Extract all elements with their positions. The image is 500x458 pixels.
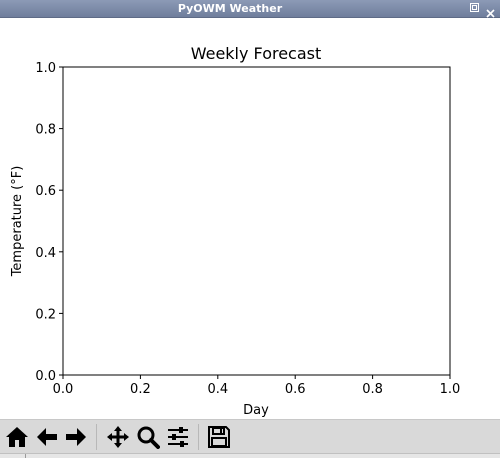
chart: Weekly Forecast 0.0 0.2 0.4 0.6 0.8 1.0 0.00.… (10, 44, 461, 418)
zoom-icon (137, 426, 160, 449)
save-button[interactable] (205, 423, 233, 451)
zoom-button[interactable] (134, 423, 162, 451)
x-tick-label: 0.4 (207, 382, 228, 397)
y-tick-label: 0.0 (35, 369, 56, 384)
navigation-toolbar (0, 419, 500, 454)
save-icon (208, 426, 230, 448)
chart-title: Weekly Forecast (191, 44, 322, 63)
home-icon (6, 427, 28, 447)
forward-button[interactable] (62, 423, 90, 451)
back-button[interactable] (33, 423, 61, 451)
close-icon (486, 9, 495, 18)
back-arrow-icon (37, 428, 57, 446)
y-tick-label: 0.6 (35, 184, 56, 199)
y-tick-label: 1.0 (35, 61, 56, 76)
x-axis-label: Day (243, 403, 269, 418)
maximize-button[interactable] (470, 3, 479, 12)
window-titlebar: PyOWM Weather (0, 0, 500, 18)
configure-subplots-icon (168, 427, 188, 447)
forward-arrow-icon (66, 428, 86, 446)
y-tick-label: 0.8 (35, 123, 56, 138)
status-bar (0, 453, 500, 458)
toolbar-separator (96, 424, 97, 450)
close-button[interactable] (486, 3, 495, 18)
pan-icon (107, 426, 129, 448)
x-tick-label: 0.6 (285, 382, 306, 397)
x-tick-label: 0.0 (53, 382, 74, 397)
home-button[interactable] (3, 423, 31, 451)
pan-button[interactable] (104, 423, 132, 451)
x-tick-label: 0.8 (362, 382, 383, 397)
y-axis-label: Temperature (°F) (10, 166, 25, 278)
figure-canvas[interactable]: Weekly Forecast 0.0 0.2 0.4 0.6 0.8 1.0 0.0 0.… (0, 18, 500, 419)
y-ticks: 0.0 0.2 0.4 0.6 0.8 1.0 (35, 61, 63, 384)
x-tick-label: 0.2 (130, 382, 151, 397)
configure-subplots-button[interactable] (164, 423, 192, 451)
x-tick-label: 1.0 (440, 382, 461, 397)
y-tick-label: 0.2 (35, 307, 56, 322)
x-ticks: 0.0 0.2 0.4 0.6 0.8 1.0 (53, 375, 461, 397)
status-divider (25, 454, 26, 458)
y-tick-label: 0.4 (35, 246, 56, 261)
toolbar-separator (198, 424, 199, 450)
axes-frame (62, 66, 451, 376)
window-title: PyOWM Weather (177, 2, 283, 15)
